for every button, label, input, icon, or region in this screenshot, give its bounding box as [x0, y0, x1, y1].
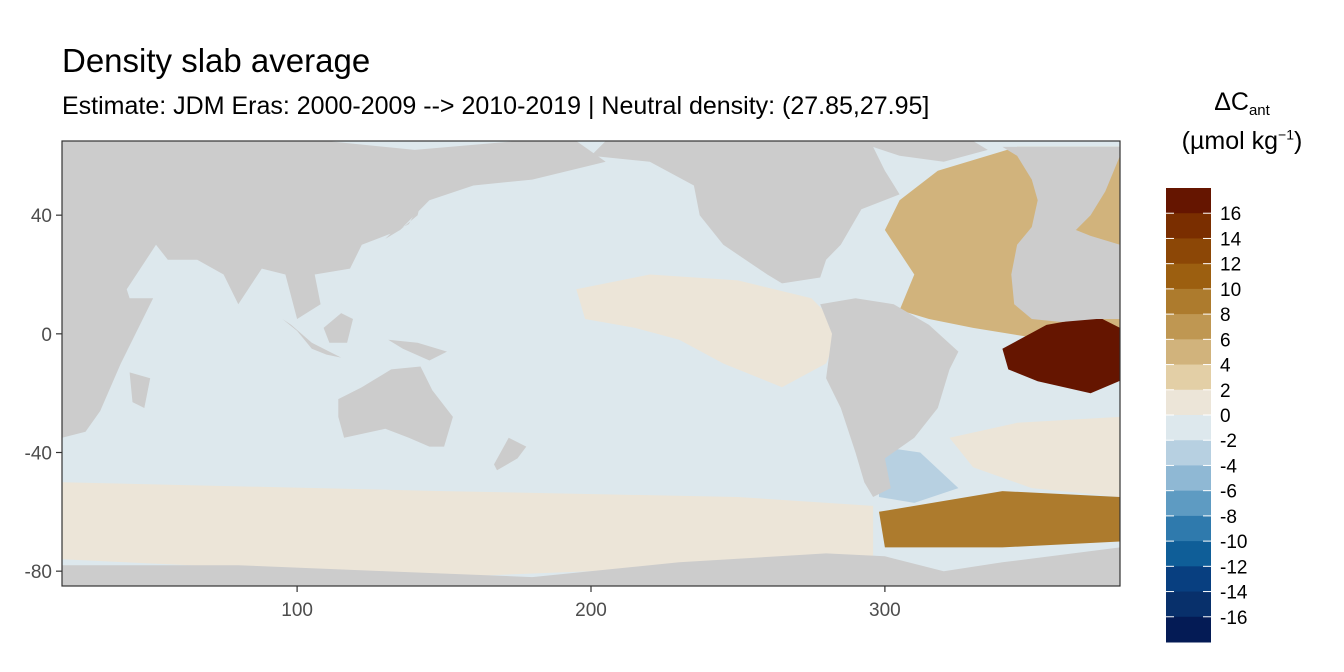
y-tick-label: 40 — [31, 206, 52, 227]
legend-swatch — [1166, 440, 1211, 466]
legend-swatch — [1166, 566, 1211, 593]
legend-label: -8 — [1220, 507, 1237, 528]
legend-swatch — [1166, 465, 1211, 492]
legend-swatch — [1166, 188, 1211, 214]
legend-label: -14 — [1220, 583, 1248, 604]
land-eurasia-africa — [62, 141, 606, 438]
land-greenland — [855, 141, 988, 162]
legend-label: -10 — [1220, 532, 1247, 553]
legend-swatch — [1166, 364, 1211, 391]
legend-label: 0 — [1220, 406, 1231, 427]
legend-label: 8 — [1220, 305, 1231, 326]
legend-swatch — [1166, 490, 1211, 517]
legend-label: 6 — [1220, 330, 1231, 351]
legend-unit-pre: (µmol kg — [1181, 126, 1279, 155]
land-new-guinea — [388, 339, 447, 361]
legend-swatch — [1166, 591, 1211, 618]
legend-label: 10 — [1220, 280, 1241, 301]
legend-swatch — [1166, 415, 1211, 441]
legend-label: -16 — [1220, 608, 1247, 629]
legend-title: ΔCant (µmol kg−1) — [1158, 84, 1326, 160]
southern-ocean-band — [62, 482, 874, 578]
x-tick-label: 200 — [575, 600, 607, 621]
map-panel — [62, 141, 1120, 586]
legend-unit-sup: −1 — [1278, 126, 1294, 143]
legend-swatch — [1166, 263, 1211, 290]
land-borneo — [323, 313, 353, 343]
land-australia — [338, 366, 453, 447]
x-tick-label: 300 — [869, 600, 901, 621]
drake-passage-region — [879, 446, 959, 503]
legend-swatch — [1166, 616, 1211, 643]
y-tick-label: -80 — [25, 562, 52, 583]
weddell-region — [879, 491, 1120, 548]
legend-label: -6 — [1220, 482, 1237, 503]
x-axis: 100 200 300 — [281, 586, 901, 621]
land-west-africa — [1011, 224, 1120, 322]
legend-label: -2 — [1220, 431, 1237, 452]
legend-swatch — [1166, 541, 1211, 567]
east-pacific-region — [576, 274, 841, 388]
legend-label: -12 — [1220, 557, 1247, 578]
chart-title: Density slab average — [62, 42, 371, 79]
legend-label: 12 — [1220, 255, 1241, 276]
land-north-america — [591, 141, 900, 284]
legend-label: 14 — [1220, 229, 1242, 250]
legend-label: 4 — [1220, 356, 1231, 377]
land-madagascar — [129, 372, 151, 408]
legend-label: -4 — [1220, 456, 1237, 477]
chart-subtitle: Estimate: JDM Eras: 2000-2009 --> 2010-2… — [62, 92, 930, 120]
legend-title-symbol: ΔC — [1214, 88, 1249, 116]
legend-label: 16 — [1220, 204, 1241, 225]
legend-label: 2 — [1220, 381, 1231, 402]
land-new-zealand — [494, 437, 527, 471]
legend-swatch — [1166, 515, 1211, 542]
land-antarctica — [62, 547, 1120, 586]
tropical-atlantic-hotspot — [1002, 316, 1120, 394]
legend-title-subscript: ant — [1248, 102, 1270, 119]
legend-swatch — [1166, 389, 1211, 416]
legend-unit-post: ) — [1294, 126, 1303, 155]
legend-swatch — [1166, 339, 1211, 366]
legend-swatch — [1166, 314, 1211, 340]
y-tick-label: 0 — [41, 325, 52, 346]
x-tick-label: 100 — [281, 600, 313, 621]
y-tick-label: -40 — [25, 444, 52, 465]
land-south-america — [820, 298, 959, 497]
legend-swatch — [1166, 288, 1211, 315]
y-axis: 40 0 -40 -80 — [25, 206, 62, 583]
south-atlantic-band — [949, 416, 1120, 497]
legend-swatch — [1166, 238, 1211, 265]
legend-swatch — [1166, 213, 1211, 239]
color-legend: 16 14 12 10 8 6 4 2 0 -2 -4 -6 -8 -10 -12 -14 -16 — [1166, 188, 1248, 643]
land-europe — [1002, 146, 1120, 230]
